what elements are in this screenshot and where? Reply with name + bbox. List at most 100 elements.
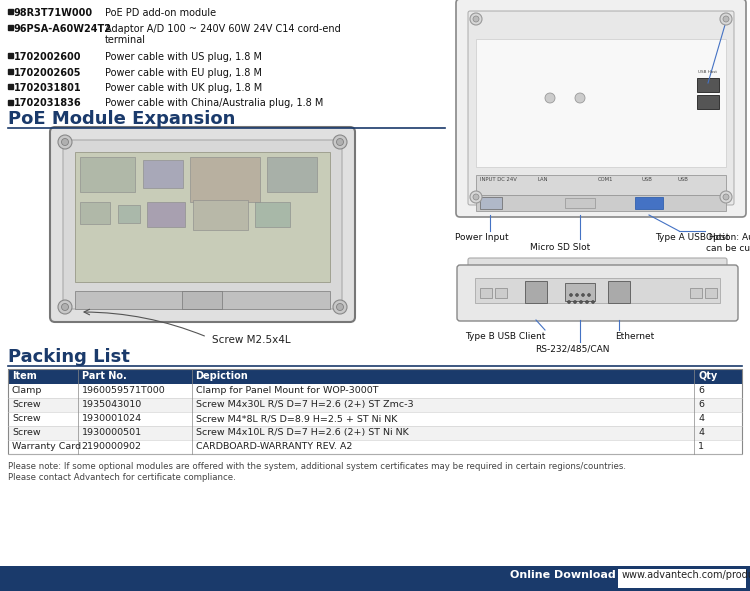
Text: COM1: COM1 <box>598 177 613 182</box>
Text: Screw: Screw <box>12 414 40 423</box>
Text: 1702031801: 1702031801 <box>14 83 82 93</box>
Text: 1935043010: 1935043010 <box>82 400 142 409</box>
Polygon shape <box>8 9 13 14</box>
Circle shape <box>569 294 572 297</box>
Circle shape <box>58 300 72 314</box>
Text: LAN: LAN <box>538 177 548 182</box>
Text: 4: 4 <box>698 428 704 437</box>
Bar <box>697 95 719 109</box>
Text: 1930000501: 1930000501 <box>82 428 142 437</box>
Bar <box>8 440 742 454</box>
Circle shape <box>333 135 347 149</box>
Text: Type A USB Host: Type A USB Host <box>655 233 729 242</box>
FancyBboxPatch shape <box>457 265 738 321</box>
Bar <box>525 281 547 303</box>
Bar <box>75 291 330 309</box>
Text: Qty: Qty <box>698 371 718 381</box>
Circle shape <box>575 93 585 103</box>
Bar <box>75 152 330 282</box>
Text: Adaptor A/D 100 ~ 240V 60W 24V C14 cord-end
terminal: Adaptor A/D 100 ~ 240V 60W 24V C14 cord-… <box>105 24 340 45</box>
Bar <box>565 198 595 208</box>
Text: 6: 6 <box>698 400 704 409</box>
Text: Screw: Screw <box>12 400 40 409</box>
Text: Packing List: Packing List <box>8 348 130 366</box>
Text: Clamp: Clamp <box>12 386 42 395</box>
Bar <box>182 291 222 309</box>
Text: 1930001024: 1930001024 <box>82 414 142 423</box>
Bar <box>193 200 248 230</box>
Bar <box>255 202 290 227</box>
Circle shape <box>723 194 729 200</box>
Text: 96PSA-A60W24T2: 96PSA-A60W24T2 <box>14 24 112 34</box>
FancyBboxPatch shape <box>63 140 342 309</box>
Bar <box>565 283 595 301</box>
Bar <box>143 160 183 188</box>
Circle shape <box>723 16 729 22</box>
Text: 1960059571T000: 1960059571T000 <box>82 386 166 395</box>
Circle shape <box>62 304 68 310</box>
Text: Clamp for Panel Mount for WOP-3000T: Clamp for Panel Mount for WOP-3000T <box>196 386 378 395</box>
Text: Screw M2.5x4L: Screw M2.5x4L <box>212 335 291 345</box>
Text: PoE Module Expansion: PoE Module Expansion <box>8 110 236 128</box>
Text: Power cable with EU plug, 1.8 M: Power cable with EU plug, 1.8 M <box>105 67 262 77</box>
Circle shape <box>337 304 344 310</box>
Bar <box>697 78 719 92</box>
Text: Screw M4*8L R/S D=8.9 H=2.5 + ST Ni NK: Screw M4*8L R/S D=8.9 H=2.5 + ST Ni NK <box>196 414 397 423</box>
Text: Screw M4x30L R/S D=7 H=2.6 (2+) ST Zmc-3: Screw M4x30L R/S D=7 H=2.6 (2+) ST Zmc-3 <box>196 400 413 409</box>
Text: 2190000902: 2190000902 <box>82 442 142 451</box>
Bar <box>635 197 663 209</box>
Text: 4: 4 <box>698 414 704 423</box>
Text: Power Input: Power Input <box>455 233 509 242</box>
Circle shape <box>473 16 479 22</box>
Circle shape <box>587 294 590 297</box>
Circle shape <box>473 194 479 200</box>
Text: Item: Item <box>12 371 37 381</box>
Text: Part No.: Part No. <box>82 371 127 381</box>
Bar <box>618 569 746 588</box>
Text: Power cable with UK plug, 1.8 M: Power cable with UK plug, 1.8 M <box>105 83 262 93</box>
Circle shape <box>720 13 732 25</box>
Circle shape <box>337 138 344 145</box>
Bar <box>476 175 726 195</box>
Text: 6: 6 <box>698 386 704 395</box>
Text: Power cable with US plug, 1.8 M: Power cable with US plug, 1.8 M <box>105 52 262 62</box>
Bar <box>8 426 742 440</box>
Text: Online Download: Online Download <box>510 570 616 580</box>
Text: USB: USB <box>642 177 652 182</box>
Polygon shape <box>8 24 13 30</box>
Text: Screw: Screw <box>12 428 40 437</box>
Text: USB Host: USB Host <box>698 70 718 74</box>
Text: Power cable with China/Australia plug, 1.8 M: Power cable with China/Australia plug, 1… <box>105 99 323 109</box>
Text: 1702002600: 1702002600 <box>14 52 82 62</box>
Text: USB: USB <box>678 177 688 182</box>
Circle shape <box>586 300 589 304</box>
Bar <box>8 369 742 454</box>
Bar <box>80 202 110 224</box>
Bar <box>480 197 502 209</box>
Text: CARDBOARD-WARRANTY REV. A2: CARDBOARD-WARRANTY REV. A2 <box>196 442 352 451</box>
FancyBboxPatch shape <box>468 11 734 205</box>
Circle shape <box>545 93 555 103</box>
Text: Please note: If some optional modules are offered with the system, additional sy: Please note: If some optional modules ar… <box>8 462 626 471</box>
Bar <box>0 566 750 591</box>
Bar <box>705 288 717 298</box>
Circle shape <box>575 294 578 297</box>
Text: 1: 1 <box>698 442 704 451</box>
Circle shape <box>720 191 732 203</box>
Text: Screw M4x10L R/S D=7 H=2.6 (2+) ST Ni NK: Screw M4x10L R/S D=7 H=2.6 (2+) ST Ni NK <box>196 428 408 437</box>
Text: Depiction: Depiction <box>196 371 248 381</box>
Bar <box>8 384 742 398</box>
Text: Warranty Card: Warranty Card <box>12 442 81 451</box>
Bar <box>118 205 140 223</box>
Bar <box>476 195 726 211</box>
Text: Micro SD Slot: Micro SD Slot <box>530 243 590 252</box>
Circle shape <box>58 135 72 149</box>
Bar <box>480 288 492 298</box>
Bar <box>8 398 742 412</box>
Polygon shape <box>8 84 13 89</box>
Bar <box>690 288 702 298</box>
FancyBboxPatch shape <box>456 0 746 217</box>
Circle shape <box>574 300 577 304</box>
Bar <box>190 157 260 202</box>
Bar <box>147 202 185 227</box>
